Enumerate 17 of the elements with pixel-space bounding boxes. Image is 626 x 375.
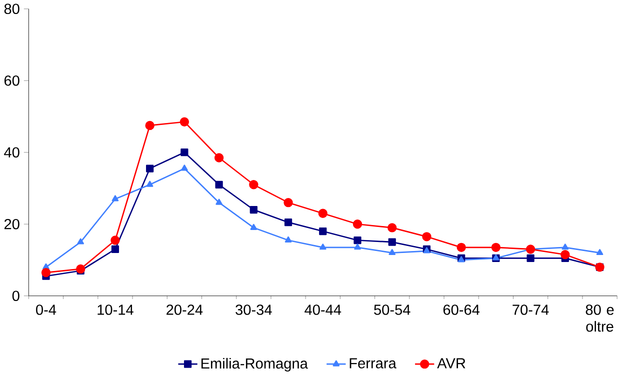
x-tick-label: 80 e oltre [586,304,614,332]
legend-label: AVR [437,358,466,368]
x-tick-label: 50-54 [374,304,410,316]
legend-label: Emilia-Romagna [201,358,308,372]
y-tick-label: 20 [4,219,20,230]
x-tick-label: 20-24 [166,304,203,316]
x-tick-label: 10-14 [98,304,134,316]
x-tick-label: 0-4 [36,304,56,316]
legend-label: Ferrara [350,358,396,369]
y-tick-label: 0 [12,290,20,302]
y-tick-label: 60 [4,76,20,86]
y-tick-label: 80 [4,4,20,14]
y-tick-label: 40 [4,147,20,158]
x-tick-label: 30-34 [236,304,272,316]
x-tick-label: 40-44 [304,304,342,316]
x-tick-label: 60-64 [443,304,480,316]
x-tick-label: 70-74 [512,304,549,316]
